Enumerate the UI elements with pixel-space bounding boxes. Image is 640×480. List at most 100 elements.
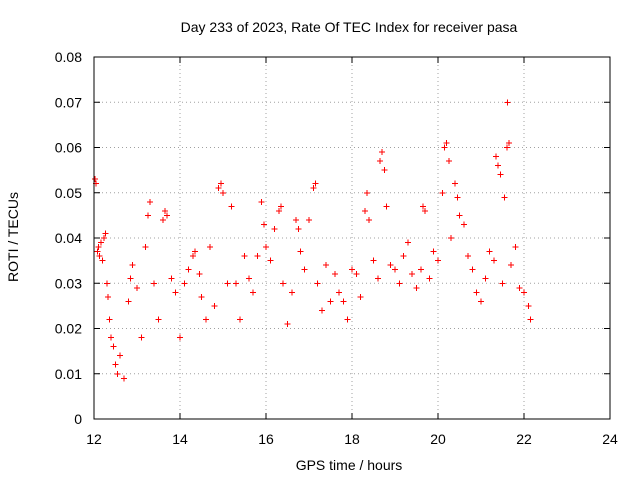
data-point [430, 248, 437, 255]
data-point [155, 316, 162, 323]
data-point [129, 262, 136, 269]
data-point [469, 266, 476, 273]
data-point [297, 248, 304, 255]
data-point [490, 257, 497, 264]
data-point [503, 144, 510, 151]
data-point [419, 203, 426, 210]
data-point [267, 257, 274, 264]
y-tick-label: 0.05 [55, 185, 82, 201]
data-point [336, 289, 343, 296]
data-point [125, 298, 132, 305]
data-point [97, 239, 104, 246]
data-point [366, 216, 373, 223]
data-point [417, 266, 424, 273]
data-point [241, 253, 248, 260]
data-point [396, 280, 403, 287]
data-point [404, 239, 411, 246]
x-tick-label: 24 [602, 431, 618, 447]
data-point [454, 194, 461, 201]
data-point [499, 280, 506, 287]
data-point [108, 334, 115, 341]
data-point [288, 289, 295, 296]
x-tick-label: 16 [258, 431, 274, 447]
data-point [198, 293, 205, 300]
data-point [327, 298, 334, 305]
data-point [102, 230, 109, 237]
data-point [172, 289, 179, 296]
data-point [280, 280, 287, 287]
data-point [516, 284, 523, 291]
data-point [478, 298, 484, 305]
data-point [505, 139, 512, 146]
data-point [441, 144, 448, 151]
data-point [134, 284, 140, 291]
data-point [312, 180, 319, 187]
data-point [293, 216, 300, 223]
data-point [527, 316, 534, 323]
data-point [105, 293, 112, 300]
data-point [374, 275, 381, 282]
y-tick-label: 0 [74, 411, 82, 427]
data-point [263, 244, 269, 251]
data-point [99, 257, 106, 264]
x-axis-label: GPS time / hours [296, 457, 403, 473]
data-point [387, 262, 394, 269]
data-point [447, 235, 454, 241]
data-point [445, 158, 452, 165]
data-point [215, 185, 222, 192]
data-point [237, 316, 244, 323]
data-point [310, 185, 317, 192]
data-point [151, 280, 158, 287]
x-tick-label: 20 [430, 431, 446, 447]
data-point [220, 189, 226, 196]
data-point [142, 244, 149, 251]
x-tick-label: 22 [516, 431, 532, 447]
data-point [96, 253, 103, 260]
data-point [381, 167, 388, 174]
y-tick-label: 0.08 [55, 49, 82, 65]
data-point [456, 212, 463, 219]
data-point [121, 375, 128, 382]
data-point [91, 176, 98, 183]
data-point [202, 316, 209, 323]
data-point [331, 271, 338, 278]
x-tick-label: 12 [86, 431, 102, 447]
y-tick-label: 0.01 [55, 366, 82, 382]
data-point [275, 207, 282, 214]
data-point [254, 253, 261, 260]
data-point [112, 361, 119, 368]
grid-lines [94, 57, 610, 419]
data-point [465, 253, 472, 260]
data-point [258, 198, 265, 205]
data-point [376, 158, 383, 165]
data-point [392, 266, 398, 273]
data-point [460, 221, 467, 228]
data-point [260, 221, 267, 228]
data-point [370, 257, 377, 264]
data-point [185, 266, 192, 273]
data-point [95, 244, 102, 251]
data-point [383, 203, 390, 210]
data-point [245, 275, 252, 282]
data-point [364, 189, 371, 196]
data-point [192, 248, 199, 255]
x-tick-label: 14 [172, 431, 188, 447]
data-point [114, 370, 121, 377]
data-point [426, 275, 433, 282]
data-point [443, 139, 450, 146]
data-point [512, 244, 519, 251]
y-tick-label: 0.02 [55, 321, 82, 337]
data-point [521, 289, 527, 296]
data-point [164, 212, 171, 219]
data-point [161, 207, 168, 214]
data-point [409, 271, 416, 278]
data-point [497, 171, 504, 178]
data-point [116, 352, 123, 359]
data-point [525, 302, 532, 309]
data-point [211, 302, 218, 309]
data-point [439, 189, 446, 196]
data-point [422, 207, 429, 214]
y-tick-label: 0.06 [55, 140, 82, 156]
data-point [284, 320, 291, 327]
